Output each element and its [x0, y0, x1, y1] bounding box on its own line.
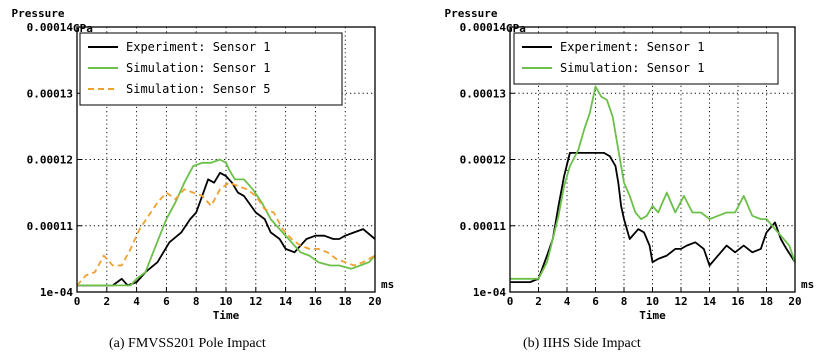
chart-panel-a: 0 2 4 6 8 10 12 14 16 18 20 1e-04 0.00011 0.00012 0.00…	[12, 7, 395, 351]
x-tick-label: 10	[219, 295, 232, 308]
x-tick-label: 20	[368, 295, 381, 308]
legend-label-1: Experiment: Sensor 1	[126, 40, 271, 54]
x-tick-label: 10	[646, 295, 659, 308]
x-axis-label: Time	[213, 309, 240, 322]
x-tick-label: 16	[731, 295, 745, 308]
x-tick-label: 18	[760, 295, 773, 308]
x-axis-label: Time	[639, 309, 666, 322]
x-axis-unit: ms	[801, 278, 814, 291]
y-tick-label: 0.00012	[460, 154, 506, 167]
x-tick-label: 4	[133, 295, 140, 308]
series-line-2	[510, 85, 796, 280]
x-tick-label: 18	[339, 295, 352, 308]
x-tick-label: 0	[74, 295, 81, 308]
x-tick-label: 8	[621, 295, 628, 308]
y-tick-label: 0.00012	[27, 154, 73, 167]
y-tick-label: 0.00014	[27, 21, 74, 34]
y-tick-label: 0.00011	[460, 220, 507, 233]
x-tick-label: 20	[788, 295, 801, 308]
legend-label-2: Simulation: Sensor 1	[560, 61, 705, 75]
x-tick-label: 4	[564, 295, 571, 308]
chart-caption: (a) FMVSS201 Pole Impact	[109, 336, 266, 351]
legend-label-3: Simulation: Sensor 5	[126, 82, 271, 96]
y-tick-label: 1e-04	[473, 286, 506, 299]
x-tick-label: 12	[249, 295, 262, 308]
x-tick-label: 8	[193, 295, 200, 308]
y-axis-unit: GPa	[506, 22, 526, 35]
chart-caption: (b) IIHS Side Impact	[523, 336, 641, 351]
x-tick-label: 0	[507, 295, 514, 308]
x-tick-label: 6	[592, 295, 599, 308]
legend-box	[513, 32, 779, 85]
x-tick-label: 14	[279, 295, 293, 308]
x-tick-label: 14	[703, 295, 717, 308]
legend-label-1: Experiment: Sensor 1	[560, 40, 705, 54]
y-tick-label: 0.00011	[27, 220, 74, 233]
x-tick-label: 16	[309, 295, 323, 308]
x-tick-label: 2	[103, 295, 110, 308]
y-tick-label: 0.00014	[460, 21, 507, 34]
series-line-1	[510, 151, 796, 284]
y-axis-label: Pressure	[445, 7, 498, 20]
y-tick-label: 0.00013	[27, 87, 73, 100]
legend-box	[79, 32, 343, 106]
y-tick-label: 1e-04	[40, 286, 73, 299]
y-axis-unit: GPa	[73, 22, 93, 35]
series-line-1	[77, 171, 376, 287]
y-axis-label: Pressure	[12, 7, 65, 20]
series-line-3	[76, 181, 376, 286]
series-line-2	[77, 158, 376, 287]
y-tick-label: 0.00013	[460, 87, 506, 100]
legend-label-2: Simulation: Sensor 1	[126, 61, 271, 75]
chart-panel-b: 0 2 4 6 8 10 12 14 16 18 20 1e-04 0.00011 0.00012 0.00…	[445, 7, 815, 351]
x-tick-label: 6	[163, 295, 170, 308]
x-tick-label: 12	[674, 295, 687, 308]
x-axis-unit: ms	[381, 278, 394, 291]
x-tick-label: 2	[535, 295, 542, 308]
